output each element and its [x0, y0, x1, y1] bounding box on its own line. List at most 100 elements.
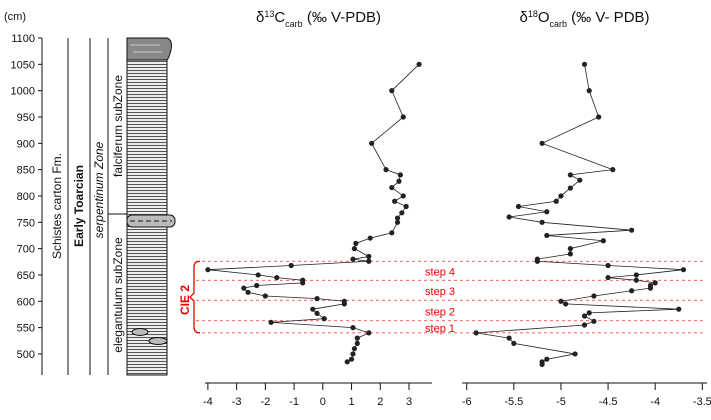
data-point [563, 301, 569, 307]
data-point [392, 198, 398, 204]
x-tick-label: -2 [260, 396, 270, 408]
data-point [389, 88, 395, 94]
x-tick-label: -5 [556, 396, 566, 408]
data-point [581, 322, 588, 328]
x-tick-label: -4.5 [599, 396, 618, 408]
title-part: carb [550, 19, 568, 29]
data-point [586, 88, 592, 94]
subzone-label: elegantulum subZone [111, 237, 125, 353]
x-tick-label: 2 [377, 396, 383, 408]
data-point [353, 240, 359, 246]
data-point [354, 335, 360, 341]
x-tick-label: -4 [203, 396, 213, 408]
chart-title: δ13Ccarb (‰ V-PDB) [256, 9, 381, 29]
data-point [245, 289, 251, 295]
title-part: δ [256, 9, 264, 26]
y-tick-label: 850 [17, 165, 35, 177]
data-point [676, 306, 682, 312]
stage-label: Early Toarcian [72, 165, 86, 247]
data-point [633, 272, 639, 278]
data-point [511, 340, 517, 347]
data-point [369, 140, 375, 146]
title-part: δ [519, 9, 527, 26]
data-point [506, 335, 512, 341]
x-tick-label: 0 [320, 396, 326, 408]
data-point [274, 274, 280, 281]
data-point [389, 184, 395, 191]
data-point [314, 310, 320, 316]
data-point [544, 232, 550, 239]
y-tick-label: 500 [17, 349, 35, 361]
y-tick-label: 550 [17, 323, 35, 335]
step-label: step 2 [425, 306, 455, 318]
data-point [400, 114, 406, 120]
data-point [366, 330, 372, 336]
cie-brace [189, 260, 201, 334]
data-point [629, 227, 635, 233]
depth-axis-label: (cm) [4, 11, 26, 23]
data-point [383, 167, 389, 173]
data-point [399, 210, 405, 216]
data-point [572, 351, 578, 357]
data-point [473, 330, 479, 336]
data-point [400, 193, 406, 199]
data-point [558, 193, 564, 199]
x-tick-label: -1 [289, 396, 299, 408]
data-point [591, 318, 597, 324]
subzone-label: falciferum subZone [111, 75, 125, 177]
data-point [310, 306, 316, 312]
data-point [567, 172, 573, 178]
data-point [591, 293, 597, 299]
x-tick-label: -3 [232, 396, 242, 408]
data-point [350, 325, 356, 331]
title-part: (‰ V-PDB) [303, 9, 381, 26]
data-point [389, 230, 395, 236]
data-point [553, 198, 559, 204]
data-point [394, 215, 401, 221]
x-tick-label: 1 [348, 396, 354, 408]
data-point [544, 209, 550, 215]
data-point [567, 251, 573, 257]
y-tick-label: 800 [17, 191, 35, 203]
data-line [207, 64, 420, 363]
step-label: step 3 [425, 286, 455, 298]
data-point [268, 319, 274, 325]
data-point [596, 114, 602, 120]
data-point [544, 356, 550, 362]
data-point [680, 267, 687, 273]
data-line [476, 64, 684, 365]
data-point [652, 280, 658, 286]
cie-label: CIE 2 [178, 285, 192, 315]
x-tick-label: 3 [406, 396, 412, 408]
title-part: (‰ V- PDB) [567, 9, 650, 26]
data-point [610, 167, 616, 173]
data-point [629, 288, 635, 294]
data-point [351, 346, 358, 352]
data-point [403, 203, 409, 210]
data-point [350, 256, 356, 262]
data-point [241, 285, 247, 291]
y-tick-label: 1100 [11, 33, 35, 45]
data-point [558, 298, 564, 304]
title-part: C [274, 9, 285, 26]
data-point [255, 272, 261, 278]
y-tick-label: 700 [17, 244, 35, 256]
data-point [506, 214, 512, 220]
lithology-column [126, 37, 176, 376]
data-point [366, 258, 372, 264]
data-point [416, 61, 422, 67]
y-tick-label: 1000 [11, 86, 35, 98]
data-point [581, 313, 588, 319]
data-point [586, 310, 592, 316]
data-point [300, 280, 306, 286]
data-point [539, 219, 545, 225]
data-point [348, 356, 355, 362]
data-point [539, 361, 545, 368]
y-tick-label: 650 [17, 270, 35, 282]
data-point [633, 277, 639, 283]
data-point [577, 177, 583, 183]
data-point [605, 262, 611, 269]
title-part: carb [285, 19, 303, 29]
y-tick-label: 750 [17, 217, 35, 229]
data-point [354, 340, 360, 347]
